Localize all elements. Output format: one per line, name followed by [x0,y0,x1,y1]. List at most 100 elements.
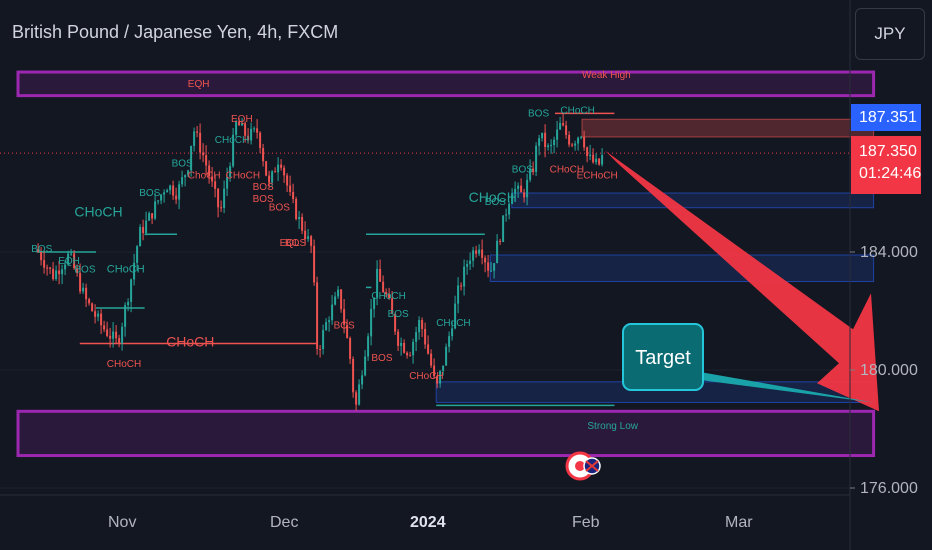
candle-body-184 [589,154,592,156]
y-tick-176: 176.000 [860,480,918,497]
candle-body-64 [229,166,232,177]
candle-body-114 [379,268,382,282]
candle-body-99 [334,296,337,305]
candle-body-94 [319,348,322,350]
candle-body-145 [472,250,475,261]
candle-body-178 [571,144,574,146]
label-choch-12: CHoCH [166,333,214,349]
x-tick-feb: Feb [572,514,600,531]
candle-body-66 [235,121,238,135]
candle-body-96 [325,322,328,331]
label-bos-23: BOS [388,309,409,320]
candle-body-16 [85,287,88,300]
candle-body-159 [514,188,517,194]
candle-body-52 [193,131,196,146]
candle-body-18 [91,303,94,312]
candle-body-160 [517,185,520,189]
candle-body-42 [163,192,166,195]
label-eqh-14: EQH [231,114,253,125]
candle-body-161 [520,185,523,193]
candle-body-74 [259,132,262,149]
label-choch-31: CHoCH [560,105,594,116]
candle-body-78 [271,171,274,183]
countdown-timer: 01:24:46 [859,165,922,182]
bid-price-tag: 187.350 01:24:46 [851,136,921,194]
candle-body-25 [112,331,115,339]
candle-body-40 [157,200,160,202]
candle-body-60 [217,188,220,208]
candle-body-135 [442,365,445,371]
candle-body-141 [460,285,463,287]
candle-body-81 [280,164,283,168]
candle-body-147 [478,249,481,254]
label-bos-28: BOS [485,197,506,208]
candle-body-156 [505,214,508,216]
chart-title: British Pound / Japanese Yen, 4h, FXCM [12,22,339,42]
candle-body-157 [508,203,511,215]
candle-body-95 [322,330,325,349]
candle-body-120 [397,331,400,346]
candle-body-110 [367,336,370,357]
candle-body-20 [97,313,100,317]
label-choch-7: CHoCH [74,204,122,220]
candle-body-151 [490,270,493,272]
candle-body-107 [358,384,361,405]
candle-body-138 [451,328,454,337]
candle-body-39 [154,201,157,219]
candle-body-30 [127,301,130,306]
candle-body-126 [415,332,418,342]
candle-body-164 [529,168,532,180]
candle-body-93 [316,282,319,349]
candle-body-166 [535,145,538,173]
candle-body-75 [262,148,265,162]
candle-body-101 [340,289,343,310]
candle-body-104 [349,338,352,359]
label-choch-24: CHoCH [436,318,470,329]
candle-body-6 [55,270,58,280]
target-label: Target [635,347,691,369]
candle-body-149 [484,257,487,263]
candle-body-132 [433,365,436,377]
currency-button[interactable]: JPY [855,8,925,60]
label-choch-26: CHoCH [409,371,443,382]
candle-body-56 [205,155,208,166]
label-choch-27: CHoCH [469,189,517,205]
candle-body-134 [439,370,442,384]
candle-body-41 [160,194,163,201]
candle-body-28 [121,326,124,344]
candle-body-162 [523,192,526,198]
candle-body-142 [463,266,466,287]
candle-body-55 [202,152,205,156]
candle-body-73 [256,128,259,133]
candle-body-175 [562,123,565,126]
candle-body-58 [211,176,214,182]
event-marker-dot [575,461,585,471]
candle-body-76 [265,161,268,176]
candle-body-26 [115,331,118,339]
label-bos-22: BOS [334,321,355,332]
candle-body-186 [595,158,598,163]
candle-body-29 [124,305,127,327]
label-bos-18: BOS [269,203,290,214]
candle-body-111 [370,308,373,337]
last-price-tag: 187.351 [851,104,921,131]
candle-body-86 [295,198,298,220]
label-eql-19: EQL [280,238,300,249]
candle-body-37 [148,213,151,221]
candle-body-144 [469,260,472,265]
bid-price-value: 187.350 [859,143,917,160]
candle-body-35 [142,226,145,234]
candle-body-124 [409,355,412,357]
candle-body-152 [493,263,496,271]
candle-body-130 [427,344,430,354]
candle-body-3 [46,267,49,269]
label-choch-10: ChoCH [188,170,221,181]
candle-body-7 [58,270,61,275]
candle-body-65 [232,134,235,167]
candle-body-61 [220,207,223,209]
candle-body-34 [139,226,142,247]
label-bos-29: BOS [512,164,533,175]
label-choch-21: CHoCH [371,291,405,302]
candle-body-148 [481,249,484,258]
